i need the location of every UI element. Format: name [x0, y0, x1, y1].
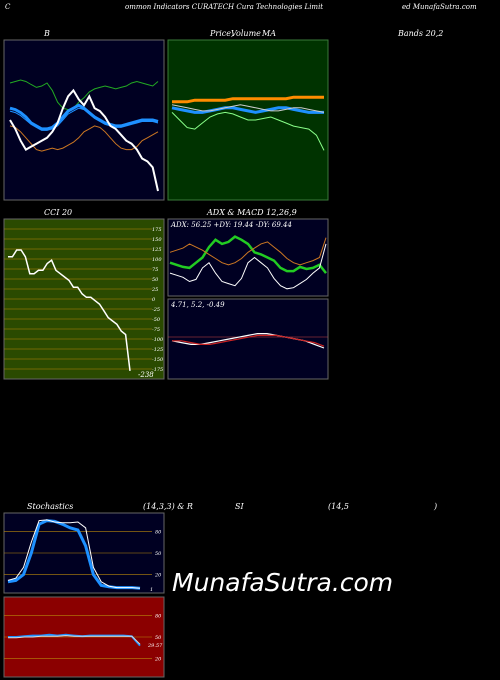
cci-panel: 175 150 125 100 75 50 25 0 -25 -50 -75 -100 -125 -150…	[3, 218, 165, 380]
adx-line	[169, 235, 327, 274]
stoch-title-a: Stochastics	[27, 502, 74, 511]
stochastics-chart: 80 50 20 1	[3, 512, 165, 594]
stoch-tick-label: 80	[155, 529, 162, 535]
price-ma-line	[171, 106, 324, 114]
rsi-panel: 80 50 20 29.57	[3, 596, 165, 678]
adx-label: ADX: 56.25 +DY: 19.44 -DY: 69.44	[171, 221, 292, 229]
adx-chart	[167, 218, 329, 297]
cci-chart: 175 150 125 100 75 50 25 0 -25 -50 -75 -100 -125 -150…	[3, 218, 165, 380]
cci-tick-label: 75	[152, 267, 158, 273]
cci-tick-label: 150	[152, 237, 162, 243]
bands-title: Bands 20,2	[398, 29, 444, 38]
stochastics-panel: 80 50 20 1	[3, 512, 165, 594]
rsi-last-label: 29.57	[147, 643, 163, 649]
price-title: Price,	[210, 29, 234, 38]
cci-tick-label: 25	[151, 287, 158, 293]
price-ma-panel	[167, 39, 329, 201]
volume-title: Volume	[231, 29, 261, 38]
cci-tick-label: 0	[152, 297, 156, 303]
stoch-last-label: 1	[150, 587, 153, 593]
cci-tick-label: 125	[152, 247, 162, 253]
price-ma-line	[171, 104, 325, 113]
cci-tick-label: -25	[152, 307, 160, 313]
cci-tick-label: 100	[152, 257, 162, 263]
bollinger-panel	[3, 39, 165, 201]
price-ma-line	[172, 95, 324, 104]
stoch-line	[7, 519, 141, 589]
header-site: ed MunafaSutra.com	[402, 3, 477, 11]
macd-line	[172, 334, 325, 347]
cci-tick-label: 50	[152, 277, 159, 283]
cci-tick-label: -175	[152, 367, 163, 373]
cci-title: CCI 20	[44, 208, 73, 217]
bollinger-title: B	[44, 29, 50, 38]
price-ma-line	[171, 111, 325, 151]
cci-tick-label: -125	[152, 347, 163, 353]
stoch-tick-label: 20	[154, 573, 162, 579]
cci-tick-label: -150	[152, 357, 164, 363]
bollinger-line	[9, 79, 159, 111]
stoch-title-c: SI	[235, 502, 244, 511]
bollinger-chart	[3, 39, 165, 201]
cci-tick-label: -50	[152, 317, 161, 323]
stoch-title-e: )	[434, 502, 438, 511]
stoch-tick-label: 50	[155, 551, 162, 557]
cci-tick-label: 175	[152, 227, 162, 233]
rsi-tick-label: 80	[155, 613, 162, 619]
adx-macd-title: ADX & MACD 12,26,9	[207, 208, 297, 217]
rsi-line	[8, 635, 141, 645]
price-ma-chart	[167, 39, 329, 201]
bollinger-line	[9, 88, 159, 192]
rsi-tick-label: 20	[154, 657, 162, 663]
adx-line	[169, 243, 327, 290]
bollinger-line	[9, 125, 159, 152]
header-title: ommon Indicators CURATECH Cura Technolog…	[125, 3, 324, 11]
header-c: C	[5, 3, 11, 11]
ma-title: MA	[262, 29, 276, 38]
rsi-tick-label: 50	[155, 635, 162, 641]
adx-line	[169, 237, 327, 266]
cci-tick-label: -100	[152, 337, 164, 343]
bollinger-line	[9, 107, 159, 131]
cci-line	[8, 249, 131, 371]
macd-label: 4.71, 5.2, -0.49	[171, 301, 225, 309]
stoch-title-b: (14,3,3) & R	[143, 502, 193, 511]
watermark: MunafaSutra.com	[172, 568, 394, 597]
stoch-title-d: (14,5	[328, 502, 349, 511]
bollinger-line	[9, 103, 159, 131]
adx-panel: ADX: 56.25 +DY: 19.44 -DY: 69.44	[167, 218, 329, 297]
rsi-chart: 80 50 20 29.57	[3, 596, 165, 678]
cci-last-label: -238	[138, 371, 154, 379]
cci-tick-label: -75	[152, 327, 160, 333]
rsi-line	[8, 633, 141, 647]
macd-panel: 4.71, 5.2, -0.49	[167, 298, 329, 380]
macd-chart	[167, 298, 329, 380]
